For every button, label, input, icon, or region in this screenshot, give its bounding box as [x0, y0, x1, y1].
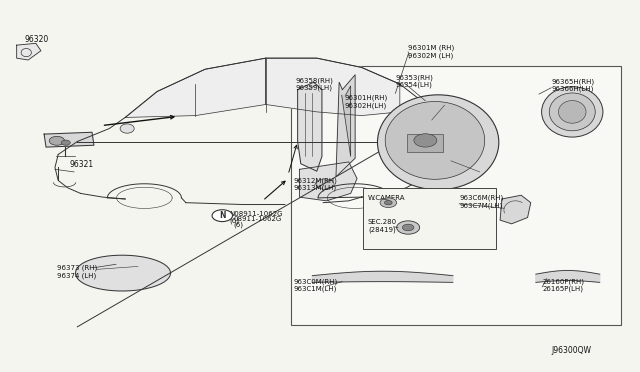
Polygon shape — [336, 75, 355, 177]
Text: N08911-1062G
(6): N08911-1062G (6) — [229, 211, 283, 224]
Text: 96365H(RH)
96366H(LH): 96365H(RH) 96366H(LH) — [551, 78, 595, 92]
Ellipse shape — [316, 179, 334, 189]
Ellipse shape — [378, 95, 499, 190]
Circle shape — [61, 140, 70, 145]
Text: 26160P(RH)
26165P(LH): 26160P(RH) 26165P(LH) — [542, 278, 584, 292]
Polygon shape — [298, 82, 322, 171]
Ellipse shape — [549, 93, 595, 131]
Circle shape — [380, 198, 397, 208]
Polygon shape — [125, 58, 266, 118]
Polygon shape — [266, 58, 400, 116]
Polygon shape — [17, 43, 41, 60]
Ellipse shape — [394, 125, 406, 133]
Polygon shape — [76, 255, 171, 291]
Circle shape — [212, 210, 232, 222]
Polygon shape — [44, 132, 94, 147]
Circle shape — [403, 224, 414, 231]
Text: 96353(RH)
96354(LH): 96353(RH) 96354(LH) — [396, 74, 433, 89]
Text: W.CAMERA: W.CAMERA — [368, 195, 405, 201]
Polygon shape — [300, 162, 357, 201]
Circle shape — [385, 201, 392, 205]
Bar — [364, 188, 495, 249]
Text: 08911-1062G: 08911-1062G — [234, 217, 282, 222]
Polygon shape — [500, 195, 531, 224]
Text: 96321: 96321 — [70, 160, 94, 169]
Circle shape — [414, 134, 437, 147]
Circle shape — [397, 221, 420, 234]
Text: N: N — [219, 211, 225, 220]
Ellipse shape — [385, 102, 484, 179]
Polygon shape — [536, 270, 600, 282]
Text: 963C6M(RH)
963C7M(LH): 963C6M(RH) 963C7M(LH) — [460, 195, 504, 209]
Text: SEC.280
(28419): SEC.280 (28419) — [368, 219, 397, 233]
Text: (6): (6) — [234, 222, 244, 228]
Circle shape — [49, 137, 65, 145]
Polygon shape — [312, 271, 453, 282]
Ellipse shape — [541, 87, 603, 137]
Polygon shape — [342, 86, 351, 156]
Ellipse shape — [559, 100, 586, 123]
Text: 96301H(RH)
96302H(LH): 96301H(RH) 96302H(LH) — [344, 94, 387, 109]
Text: 96301M (RH)
96302M (LH): 96301M (RH) 96302M (LH) — [408, 45, 454, 59]
Text: 96358(RH)
96359(LH): 96358(RH) 96359(LH) — [296, 77, 333, 91]
Text: 96373 (RH)
96374 (LH): 96373 (RH) 96374 (LH) — [57, 265, 97, 279]
Ellipse shape — [120, 124, 134, 133]
Text: 96320: 96320 — [25, 35, 49, 44]
Text: J96300QW: J96300QW — [551, 346, 591, 355]
Bar — [291, 65, 621, 325]
Text: 963C0M(RH)
963C1M(LH): 963C0M(RH) 963C1M(LH) — [293, 278, 337, 292]
Text: 96312M(RH)
96313M(LH): 96312M(RH) 96313M(LH) — [293, 177, 337, 191]
Bar — [408, 134, 443, 151]
